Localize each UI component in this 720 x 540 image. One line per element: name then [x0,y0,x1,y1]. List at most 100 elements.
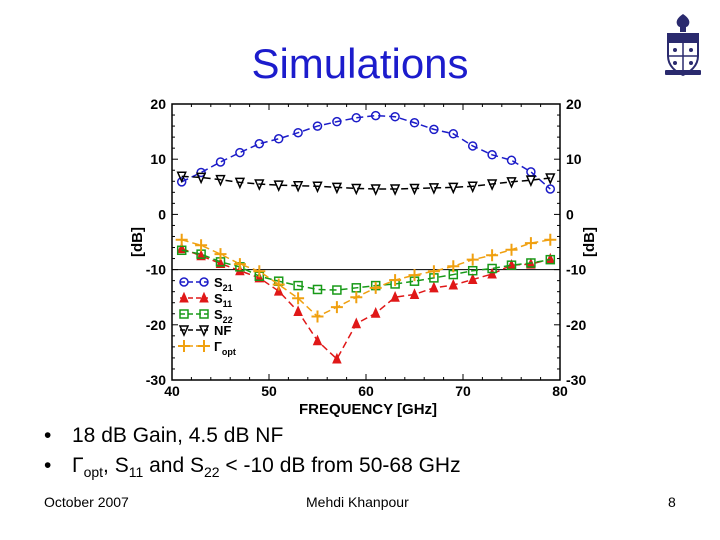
legend-label-s11: S11 [214,291,232,309]
y-tick-label: -10 [146,262,166,278]
data-point-γopt [195,239,208,252]
data-point-s22 [506,260,517,270]
data-point-γopt [486,249,499,262]
legend-marker [178,325,190,337]
y-axis-label: [dB] [129,227,146,257]
y-tick-label: 0 [158,206,166,222]
data-point-s11 [351,317,362,329]
data-point-s22 [293,280,303,291]
data-point-s21 [390,111,400,122]
y-tick-label-right: 10 [566,151,582,167]
data-point-nf [195,172,207,185]
data-point-nf [506,177,517,189]
y-tick-label-right: -30 [566,372,586,388]
legend-marker [179,291,189,303]
data-point-s21 [448,129,459,139]
data-point-s21 [215,157,226,167]
data-point-s11 [487,267,497,279]
data-point-γopt [272,278,285,291]
data-point-s22 [332,285,342,295]
university-crest-icon [665,14,701,77]
data-point-s21 [176,177,187,187]
x-axis-label: FREQUENCY [GHz] [299,401,437,418]
series-γopt [175,233,557,323]
data-point-s21 [254,138,265,149]
y-tick-label-right: -10 [566,262,586,278]
y-tick-label-right: -20 [566,317,586,333]
data-point-γopt [292,292,305,305]
data-point-s21 [429,124,439,135]
legend-marker [199,277,209,287]
series-line-nf [181,175,551,190]
data-point-s21 [409,118,420,128]
data-point-nf [467,181,478,194]
data-point-nf [215,174,226,187]
legend-marker [179,277,189,287]
x-tick-label: 60 [358,383,374,399]
data-point-s22 [467,265,478,276]
data-point-s21 [332,116,342,127]
bullet-marker: • [44,424,52,447]
data-point-γopt [175,233,188,246]
data-point-nf [545,173,556,185]
data-point-γopt [544,233,557,246]
data-point-s22 [526,258,536,268]
legend-label-s22: S22 [214,307,233,325]
legend-marker [178,340,190,352]
bullet-matching: • Γopt, S11 and S22 < -10 dB from 50-68 G… [44,454,461,484]
data-point-s11 [312,334,323,346]
data-point-nf [448,182,459,195]
data-point-s21 [545,184,556,194]
data-point-nf [312,181,323,194]
data-point-γopt [505,243,518,256]
data-point-s21 [235,147,245,158]
legend-marker [199,309,209,319]
data-point-s22 [176,245,187,256]
data-point-s11 [448,278,459,290]
x-tick-label: 50 [261,383,277,399]
data-point-γopt [466,253,479,266]
data-point-s11 [273,284,284,296]
y-axis-label-right: [dB] [581,227,598,257]
data-point-s22 [545,254,556,265]
data-point-γopt [311,310,324,323]
data-point-γopt [350,291,363,304]
data-point-s21 [312,121,323,131]
y-tick-label: -20 [146,317,166,333]
data-point-s21 [351,113,362,123]
bullet-text-gain-nf: 18 dB Gain, 4.5 dB NF [72,424,284,447]
bullet-gain-nf: • 18 dB Gain, 4.5 dB NF [44,424,461,454]
data-point-s21 [467,141,478,151]
data-point-nf [351,183,362,196]
bullet-list: • 18 dB Gain, 4.5 dB NF • Γopt, S11 and S2… [44,424,461,484]
legend-label-s21: S21 [214,275,233,293]
legend-label-γopt: Γopt [214,339,236,357]
data-point-s21 [273,134,284,144]
plot-frame [171,103,561,381]
data-point-γopt [369,281,382,294]
data-point-nf [389,184,401,196]
data-point-nf [234,177,246,190]
data-point-γopt [253,265,266,278]
bullet-marker: • [44,454,52,477]
data-point-nf [273,180,284,192]
data-point-s21 [487,150,497,160]
data-point-nf [486,179,498,191]
legend-label-nf: NF [214,323,231,338]
data-point-γopt [214,248,227,261]
x-tick-label: 40 [164,383,180,399]
series-s21 [176,110,556,194]
footer-date: October 2007 [44,494,129,510]
data-point-γopt [233,258,246,271]
data-point-s22 [312,284,323,295]
x-tick-label: 70 [455,383,471,399]
footer-page-number: 8 [668,494,676,510]
y-tick-label-right: 20 [566,96,582,112]
y-tick-label-right: 0 [566,206,574,222]
data-point-s21 [370,110,381,121]
data-point-s11 [332,352,342,364]
data-point-s22 [487,263,497,274]
data-point-s21 [196,167,206,178]
